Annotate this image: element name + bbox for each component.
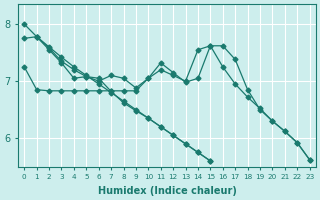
X-axis label: Humidex (Indice chaleur): Humidex (Indice chaleur) [98, 186, 236, 196]
